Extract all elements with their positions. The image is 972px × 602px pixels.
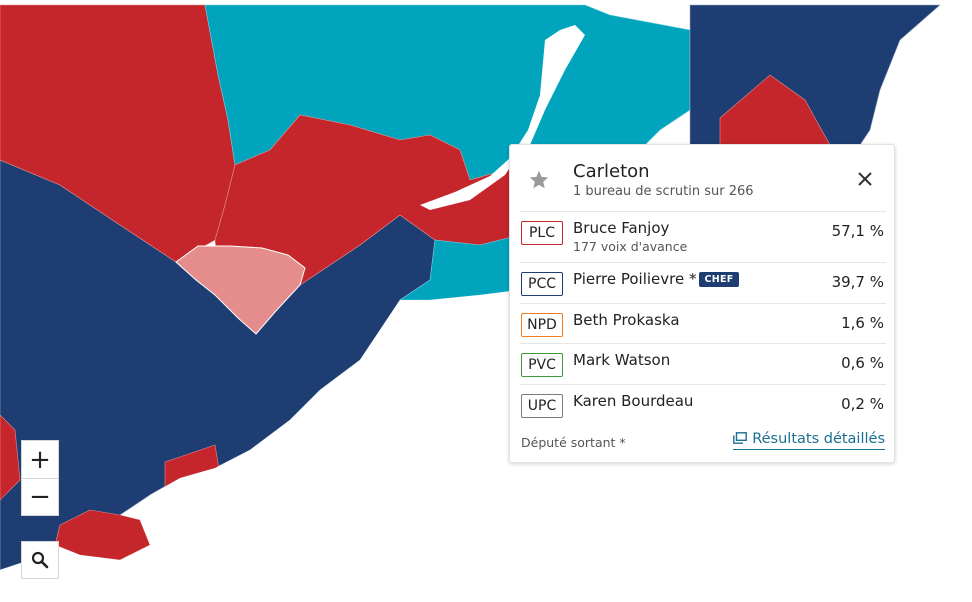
candidate-row: PLC Bruce Fanjoy 177 voix d'avance 57,1 … (520, 211, 886, 254)
riding-results-card: Carleton 1 bureau de scrutin sur 266 PLC… (509, 144, 895, 463)
card-header: Carleton 1 bureau de scrutin sur 266 (510, 145, 894, 211)
close-icon[interactable] (856, 170, 874, 188)
party-badge: NPD (521, 313, 563, 337)
vote-percentage: 1,6 % (841, 314, 884, 332)
candidate-row: UPC Karen Bourdeau 0,2 % (520, 384, 886, 424)
candidate-name: Beth Prokaska (573, 311, 680, 329)
magnifier-icon[interactable] (21, 541, 59, 579)
external-window-icon (733, 432, 748, 444)
card-footer: Député sortant * Résultats détaillés (521, 427, 885, 455)
zoom-out-button[interactable]: − (21, 478, 59, 516)
vote-percentage: 0,6 % (841, 354, 884, 372)
lead-margin: 177 voix d'avance (573, 239, 688, 254)
region-liberal-west-strip (0, 414, 21, 501)
candidate-row: PCC Pierre Poilievre * CHEF 39,7 % (520, 262, 886, 302)
vote-percentage: 39,7 % (831, 273, 884, 291)
incumbent-note: Député sortant * (521, 435, 626, 450)
candidate-name: Pierre Poilievre * (573, 270, 697, 288)
region-carleton-selected (175, 245, 306, 335)
party-badge: PVC (521, 353, 563, 377)
candidate-name-wrap: Pierre Poilievre * CHEF (573, 270, 739, 288)
candidate-name: Mark Watson (573, 351, 671, 369)
vote-percentage: 0,2 % (841, 395, 884, 413)
star-icon[interactable] (528, 169, 550, 191)
riding-name: Carleton (573, 161, 650, 182)
leader-badge: CHEF (699, 272, 739, 287)
candidate-row: NPD Beth Prokaska 1,6 % (520, 303, 886, 343)
candidate-name: Karen Bourdeau (573, 392, 694, 410)
region-liberal-east (719, 74, 831, 146)
polling-status: 1 bureau de scrutin sur 266 (573, 184, 754, 199)
zoom-in-button[interactable]: + (21, 440, 59, 478)
party-badge: PCC (521, 272, 563, 296)
candidate-name: Bruce Fanjoy (573, 219, 670, 237)
river (420, 25, 585, 210)
party-badge: PLC (521, 221, 563, 245)
detailed-results-link[interactable]: Résultats détaillés (733, 431, 885, 450)
detailed-results-label: Résultats détaillés (752, 431, 885, 447)
party-badge: UPC (521, 394, 563, 418)
candidate-row: PVC Mark Watson 0,6 % (520, 343, 886, 383)
vote-percentage: 57,1 % (831, 222, 884, 240)
